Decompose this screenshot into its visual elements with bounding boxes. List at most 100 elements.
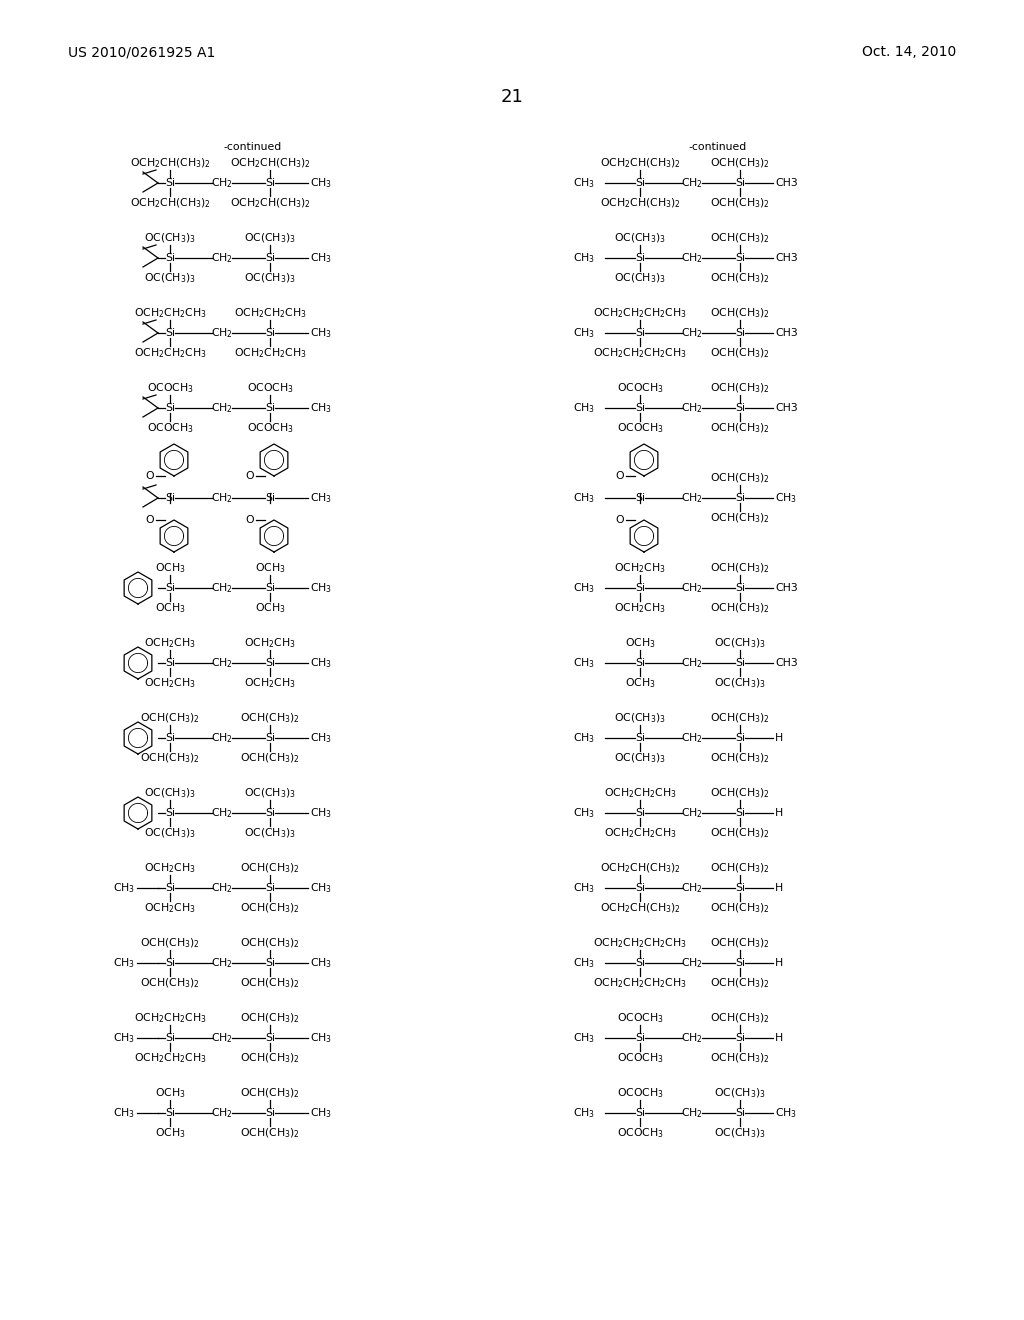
Text: CH$_3$: CH$_3$ <box>775 491 797 504</box>
Text: OCH(CH$_3$)$_2$: OCH(CH$_3$)$_2$ <box>710 421 770 434</box>
Text: OCH(CH$_3$)$_2$: OCH(CH$_3$)$_2$ <box>240 1011 300 1024</box>
Text: OCH$_2$CH(CH$_3$)$_2$: OCH$_2$CH(CH$_3$)$_2$ <box>599 197 681 210</box>
Text: Si: Si <box>265 583 275 593</box>
Text: OCH$_3$: OCH$_3$ <box>625 676 655 690</box>
Text: Si: Si <box>635 253 645 263</box>
Text: Si: Si <box>265 1034 275 1043</box>
Text: OCH$_2$CH(CH$_3$)$_2$: OCH$_2$CH(CH$_3$)$_2$ <box>129 156 211 170</box>
Text: CH$_2$: CH$_2$ <box>211 956 232 970</box>
Text: CH$_3$: CH$_3$ <box>310 1031 332 1045</box>
Text: Si: Si <box>735 883 745 894</box>
Text: OCH(CH$_3$)$_2$: OCH(CH$_3$)$_2$ <box>710 826 770 840</box>
Text: Si: Si <box>635 808 645 818</box>
Text: OCH(CH$_3$)$_2$: OCH(CH$_3$)$_2$ <box>710 197 770 210</box>
Text: OC(CH$_3$)$_3$: OC(CH$_3$)$_3$ <box>614 271 666 285</box>
Text: Si: Si <box>165 958 175 968</box>
Text: CH$_2$: CH$_2$ <box>211 491 232 504</box>
Text: CH$_3$: CH$_3$ <box>572 731 595 744</box>
Text: OCH(CH$_3$)$_2$: OCH(CH$_3$)$_2$ <box>240 711 300 725</box>
Text: OCH(CH$_3$)$_2$: OCH(CH$_3$)$_2$ <box>710 561 770 574</box>
Text: Si: Si <box>265 733 275 743</box>
Text: CH$_2$: CH$_2$ <box>211 581 232 595</box>
Text: O: O <box>246 471 254 480</box>
Text: O: O <box>246 515 254 525</box>
Text: OCH$_2$CH$_2$CH$_2$CH$_3$: OCH$_2$CH$_2$CH$_2$CH$_3$ <box>593 936 687 950</box>
Text: OC(CH$_3$)$_3$: OC(CH$_3$)$_3$ <box>614 751 666 764</box>
Text: OCH(CH$_3$)$_2$: OCH(CH$_3$)$_2$ <box>240 936 300 950</box>
Text: OCOCH$_3$: OCOCH$_3$ <box>616 1126 664 1140</box>
Text: Si: Si <box>735 178 745 187</box>
Text: CH3: CH3 <box>775 403 798 413</box>
Text: CH$_2$: CH$_2$ <box>211 326 232 339</box>
Text: OCH(CH$_3$)$_2$: OCH(CH$_3$)$_2$ <box>710 861 770 875</box>
Text: CH$_3$: CH$_3$ <box>310 731 332 744</box>
Text: Si: Si <box>165 327 175 338</box>
Text: CH$_3$: CH$_3$ <box>572 656 595 671</box>
Text: CH$_2$: CH$_2$ <box>681 807 702 820</box>
Text: OCOCH$_3$: OCOCH$_3$ <box>616 1051 664 1065</box>
Text: CH$_3$: CH$_3$ <box>113 882 135 895</box>
Text: CH$_3$: CH$_3$ <box>310 491 332 504</box>
Text: OCH(CH$_3$)$_2$: OCH(CH$_3$)$_2$ <box>710 306 770 319</box>
Text: OC(CH$_3$)$_3$: OC(CH$_3$)$_3$ <box>244 826 296 840</box>
Text: Si: Si <box>635 657 645 668</box>
Text: OCH(CH$_3$)$_2$: OCH(CH$_3$)$_2$ <box>240 1086 300 1100</box>
Text: CH$_2$: CH$_2$ <box>211 1031 232 1045</box>
Text: CH$_3$: CH$_3$ <box>310 176 332 190</box>
Text: CH$_3$: CH$_3$ <box>572 401 595 414</box>
Text: Si: Si <box>165 253 175 263</box>
Text: OCH(CH$_3$)$_2$: OCH(CH$_3$)$_2$ <box>710 1011 770 1024</box>
Text: OC(CH$_3$)$_3$: OC(CH$_3$)$_3$ <box>244 271 296 285</box>
Text: Si: Si <box>165 583 175 593</box>
Text: OCH(CH$_3$)$_2$: OCH(CH$_3$)$_2$ <box>710 902 770 915</box>
Text: CH$_2$: CH$_2$ <box>211 882 232 895</box>
Text: CH$_2$: CH$_2$ <box>211 656 232 671</box>
Text: CH$_3$: CH$_3$ <box>572 1106 595 1119</box>
Text: OCH$_3$: OCH$_3$ <box>255 561 286 576</box>
Text: OCH$_3$: OCH$_3$ <box>155 1126 185 1140</box>
Text: Si: Si <box>165 178 175 187</box>
Text: OCH(CH$_3$)$_2$: OCH(CH$_3$)$_2$ <box>710 346 770 360</box>
Text: OCH(CH$_3$)$_2$: OCH(CH$_3$)$_2$ <box>710 231 770 244</box>
Text: OCH(CH$_3$)$_2$: OCH(CH$_3$)$_2$ <box>240 977 300 990</box>
Text: OCH$_3$: OCH$_3$ <box>625 636 655 649</box>
Text: OCH(CH$_3$)$_2$: OCH(CH$_3$)$_2$ <box>140 751 200 764</box>
Text: OCH(CH$_3$)$_2$: OCH(CH$_3$)$_2$ <box>710 787 770 800</box>
Text: CH$_2$: CH$_2$ <box>681 401 702 414</box>
Text: CH$_3$: CH$_3$ <box>572 251 595 265</box>
Text: OCH(CH$_3$)$_2$: OCH(CH$_3$)$_2$ <box>240 1051 300 1065</box>
Text: OCH$_2$CH$_2$CH$_3$: OCH$_2$CH$_2$CH$_3$ <box>603 826 677 840</box>
Text: Si: Si <box>735 733 745 743</box>
Text: OCOCH$_3$: OCOCH$_3$ <box>616 1011 664 1024</box>
Text: CH$_3$: CH$_3$ <box>775 1106 797 1119</box>
Text: Si: Si <box>735 808 745 818</box>
Text: CH3: CH3 <box>775 327 798 338</box>
Text: OC(CH$_3$)$_3$: OC(CH$_3$)$_3$ <box>714 636 766 649</box>
Text: OCOCH$_3$: OCOCH$_3$ <box>616 381 664 395</box>
Text: Si: Si <box>735 253 745 263</box>
Text: OCH$_2$CH$_3$: OCH$_2$CH$_3$ <box>144 861 196 875</box>
Text: CH$_3$: CH$_3$ <box>572 491 595 504</box>
Text: CH$_2$: CH$_2$ <box>681 251 702 265</box>
Text: Si: Si <box>735 958 745 968</box>
Text: OCH(CH$_3$)$_2$: OCH(CH$_3$)$_2$ <box>710 977 770 990</box>
Text: CH$_2$: CH$_2$ <box>681 491 702 504</box>
Text: OCH(CH$_3$)$_2$: OCH(CH$_3$)$_2$ <box>240 861 300 875</box>
Text: Si: Si <box>635 1034 645 1043</box>
Text: Si: Si <box>265 492 275 503</box>
Text: CH$_2$: CH$_2$ <box>681 731 702 744</box>
Text: CH$_2$: CH$_2$ <box>211 807 232 820</box>
Text: OCH$_2$CH$_3$: OCH$_2$CH$_3$ <box>244 636 296 649</box>
Text: OCH$_2$CH(CH$_3$)$_2$: OCH$_2$CH(CH$_3$)$_2$ <box>599 156 681 170</box>
Text: OC(CH$_3$)$_3$: OC(CH$_3$)$_3$ <box>614 231 666 244</box>
Text: OCH(CH$_3$)$_2$: OCH(CH$_3$)$_2$ <box>710 511 770 525</box>
Text: OCOCH$_3$: OCOCH$_3$ <box>247 421 294 434</box>
Text: OCH$_2$CH(CH$_3$)$_2$: OCH$_2$CH(CH$_3$)$_2$ <box>599 902 681 915</box>
Text: O: O <box>145 471 154 480</box>
Text: OCH(CH$_3$)$_2$: OCH(CH$_3$)$_2$ <box>710 1051 770 1065</box>
Text: CH$_2$: CH$_2$ <box>211 251 232 265</box>
Text: OCH$_2$CH$_2$CH$_3$: OCH$_2$CH$_2$CH$_3$ <box>134 306 207 319</box>
Text: Si: Si <box>265 327 275 338</box>
Text: OCH$_2$CH$_2$CH$_3$: OCH$_2$CH$_2$CH$_3$ <box>233 346 306 360</box>
Text: CH$_3$: CH$_3$ <box>310 956 332 970</box>
